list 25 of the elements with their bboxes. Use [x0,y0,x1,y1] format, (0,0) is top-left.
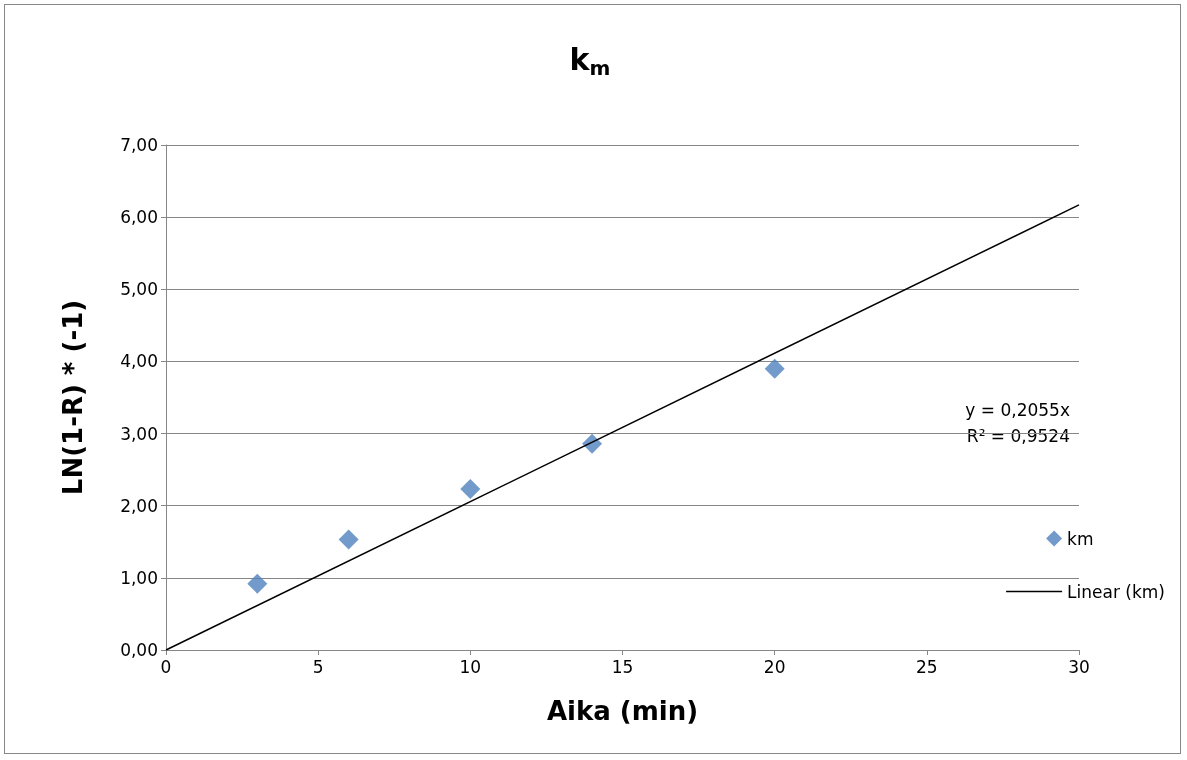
x-tick-label: 30 [1068,656,1090,677]
y-axis-title: LN(1-R) * (-1) [58,299,88,496]
x-tick-label: 15 [611,656,634,677]
y-tick-label: 3,00 [120,423,158,444]
y-tick-label: 6,00 [120,207,158,228]
x-tick-label: 25 [916,656,938,677]
y-tick-label: 7,00 [120,135,158,155]
point [460,479,481,500]
legend-label: Linear (km) [1067,581,1166,602]
x-axis-title: Aika (min) [546,696,699,726]
point [582,433,603,454]
y-tick-label: 0,00 [120,640,158,660]
y-tick-label: 4,00 [120,351,158,372]
y-tick-label: 5,00 [120,279,158,300]
y-tick-label: 2,00 [120,495,158,516]
legend-label: km [1067,528,1094,549]
annotation: y = 0,2055x [965,399,1070,420]
point [338,529,359,550]
point [764,358,785,379]
point [247,573,268,594]
x-tick-label: 0 [160,656,172,677]
x-tick-label: 5 [312,656,324,677]
x-tick-label: 10 [459,656,482,677]
y-tick-label: 1,00 [120,567,158,588]
x-tick-label: 20 [763,656,786,677]
